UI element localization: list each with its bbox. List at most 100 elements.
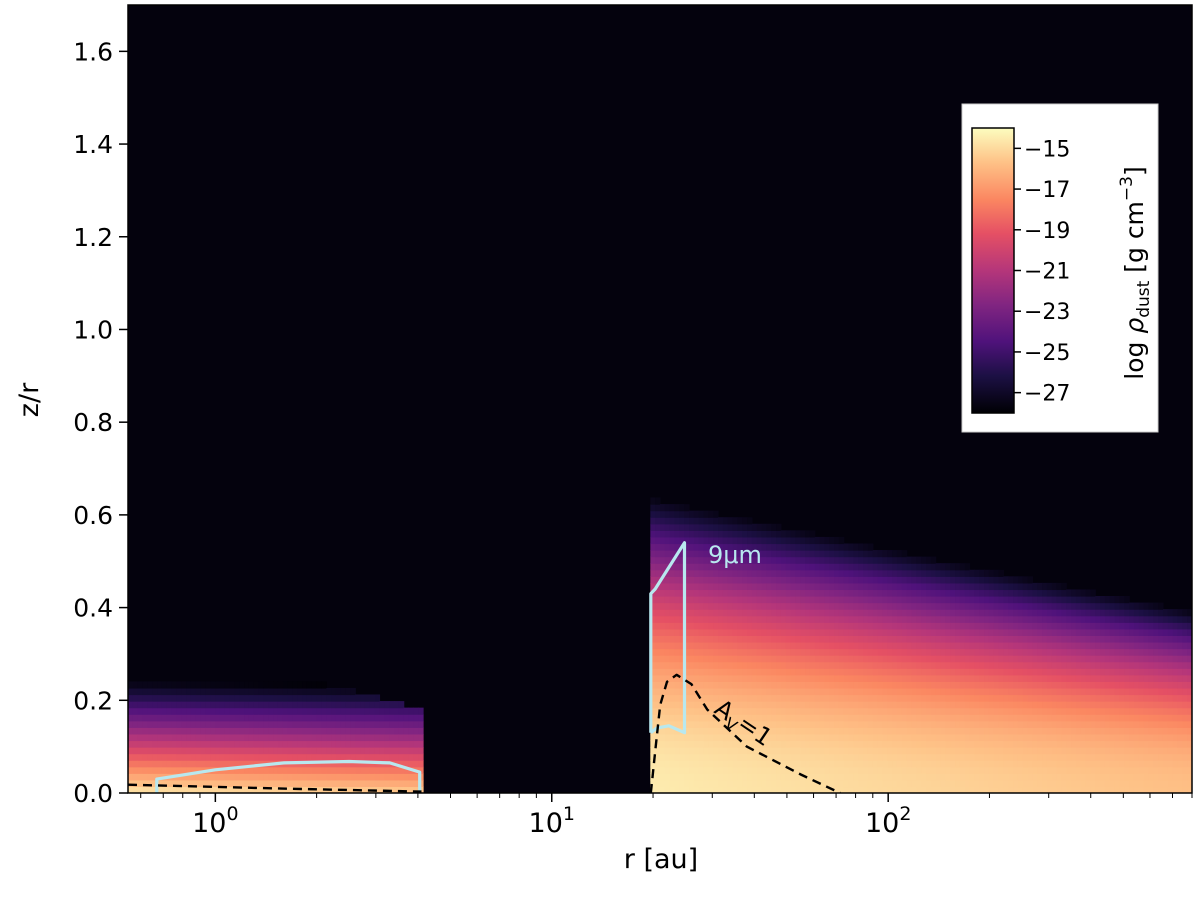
- density-cell: [664, 628, 671, 636]
- density-cell: [1008, 635, 1014, 643]
- density-cell: [1153, 733, 1159, 742]
- density-cell: [834, 733, 840, 742]
- density-cell: [829, 687, 835, 696]
- density-cell: [224, 753, 231, 761]
- density-cell: [1003, 720, 1009, 728]
- density-cell: [350, 760, 356, 768]
- density-cell: [708, 674, 714, 682]
- density-cell: [205, 753, 211, 761]
- density-cell: [1042, 760, 1048, 768]
- density-cell: [331, 786, 337, 793]
- density-cell: [887, 707, 893, 715]
- density-cell: [379, 733, 385, 742]
- density-cell: [655, 773, 661, 781]
- density-cell: [1129, 674, 1135, 682]
- density-cell: [984, 694, 990, 702]
- density-cell: [684, 687, 690, 696]
- density-cell: [814, 589, 821, 597]
- density-cell: [369, 753, 376, 761]
- density-cell: [1162, 641, 1169, 650]
- density-cell: [795, 569, 801, 577]
- density-cell: [1119, 753, 1125, 761]
- density-cell: [693, 589, 700, 597]
- density-cell: [751, 622, 758, 630]
- density-cell: [660, 596, 666, 604]
- density-cell: [698, 655, 705, 663]
- density-cell: [1080, 740, 1087, 748]
- density-cell: [776, 714, 782, 722]
- density-cell: [1061, 641, 1067, 650]
- density-cell: [655, 720, 661, 728]
- density-cell: [713, 609, 719, 617]
- density-cell: [824, 628, 830, 636]
- density-cell: [882, 563, 888, 571]
- density-cell: [713, 753, 719, 761]
- density-cell: [761, 641, 767, 650]
- density-cell: [853, 641, 859, 650]
- density-cell: [896, 635, 903, 643]
- density-cell: [186, 727, 192, 735]
- density-cell: [863, 720, 869, 728]
- density-cell: [1037, 766, 1043, 774]
- density-cell: [882, 550, 888, 558]
- density-cell: [394, 733, 400, 742]
- density-cell: [930, 760, 937, 768]
- density-cell: [258, 707, 265, 715]
- density-cell: [650, 536, 656, 545]
- density-cell: [747, 641, 753, 650]
- density-cell: [137, 701, 144, 709]
- density-cell: [655, 733, 661, 742]
- density-cell: [331, 727, 337, 735]
- density-cell: [1042, 635, 1048, 643]
- density-cell: [679, 707, 685, 715]
- density-cell: [993, 747, 1000, 755]
- density-cell: [1100, 753, 1106, 761]
- density-cell: [244, 720, 250, 728]
- density-cell: [374, 720, 381, 728]
- density-cell: [679, 655, 685, 663]
- density-cell: [872, 655, 879, 663]
- density-cell: [248, 707, 255, 715]
- density-cell: [1008, 753, 1014, 761]
- density-cell: [326, 753, 332, 761]
- density-cell: [693, 661, 700, 669]
- density-cell: [872, 740, 879, 748]
- density-cell: [959, 714, 966, 722]
- density-cell: [1143, 740, 1150, 748]
- density-cell: [1066, 701, 1072, 709]
- density-cell: [1022, 648, 1029, 656]
- density-cell: [727, 596, 734, 604]
- density-cell: [215, 714, 221, 722]
- density-cell: [969, 773, 975, 781]
- density-cell: [785, 536, 792, 545]
- density-cell: [1104, 609, 1111, 617]
- density-cell: [848, 674, 855, 682]
- density-cell: [795, 766, 801, 774]
- density-cell: [253, 694, 260, 702]
- density-cell: [853, 635, 859, 643]
- density-cell: [824, 694, 830, 702]
- density-cell: [829, 740, 835, 748]
- density-cell: [916, 569, 922, 577]
- density-cell: [930, 779, 937, 788]
- density-cell: [1158, 766, 1164, 774]
- density-cell: [1114, 681, 1121, 689]
- density-cell: [1046, 727, 1053, 735]
- density-cell: [916, 707, 922, 715]
- density-cell: [326, 720, 332, 728]
- density-cell: [655, 779, 661, 788]
- density-cell: [1148, 779, 1154, 788]
- density-cell: [950, 674, 956, 682]
- density-cell: [795, 615, 801, 623]
- density-cell: [737, 753, 743, 761]
- density-cell: [660, 589, 666, 597]
- density-cell: [1051, 622, 1058, 630]
- density-cell: [263, 786, 269, 793]
- density-cell: [660, 622, 666, 630]
- density-cell: [906, 707, 913, 715]
- density-cell: [277, 681, 284, 689]
- density-cell: [137, 747, 144, 755]
- density-cell: [1061, 668, 1067, 676]
- density-cell: [311, 681, 318, 689]
- density-cell: [316, 779, 323, 788]
